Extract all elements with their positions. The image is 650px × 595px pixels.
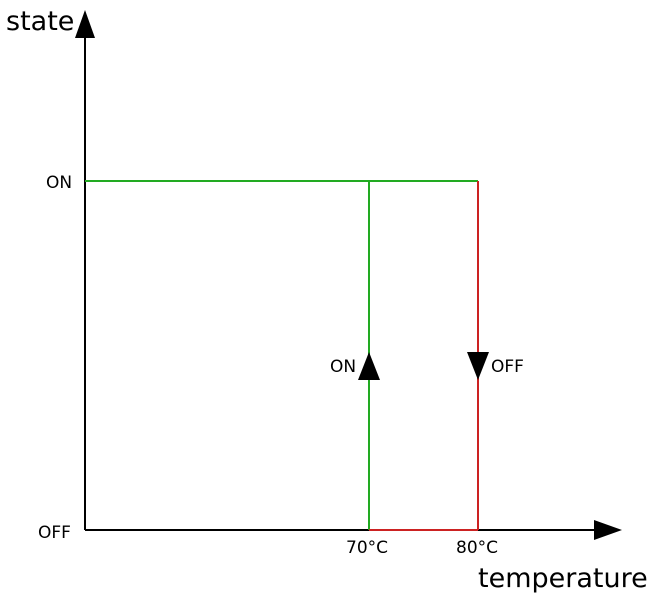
- y-axis-arrowhead: [75, 10, 95, 38]
- falling-arrow-label: OFF: [491, 357, 524, 377]
- falling-arrowhead: [467, 352, 489, 380]
- x-axis-title: temperature: [478, 563, 648, 594]
- x-tick-80: 80°C: [456, 538, 498, 558]
- rising-arrowhead: [358, 352, 380, 380]
- x-tick-70: 70°C: [346, 538, 388, 558]
- y-tick-on: ON: [46, 173, 72, 193]
- y-axis-title: state: [6, 6, 74, 37]
- x-axis-arrowhead: [594, 520, 622, 540]
- y-tick-off: OFF: [38, 523, 71, 543]
- rising-arrow-label: ON: [330, 357, 356, 377]
